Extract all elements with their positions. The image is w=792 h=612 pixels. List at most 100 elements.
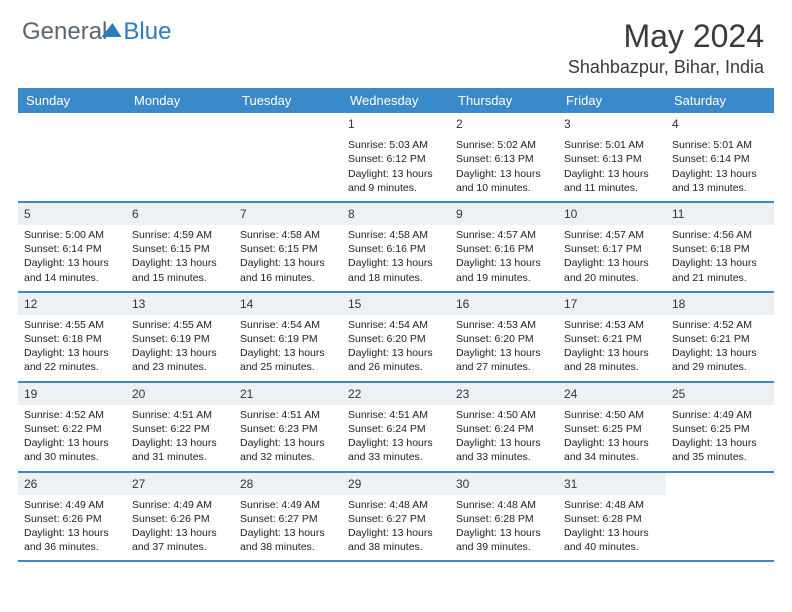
sunset-line: Sunset: 6:12 PM [348,152,444,166]
empty-cell [234,113,342,201]
sunrise-line: Sunrise: 5:03 AM [348,138,444,152]
sunset-line: Sunset: 6:21 PM [564,332,660,346]
day-number: 2 [450,113,558,135]
day-number: 7 [234,203,342,225]
day-number: 24 [558,383,666,405]
sunrise-line: Sunrise: 4:52 AM [672,318,768,332]
day-number: 25 [666,383,774,405]
day-number: 1 [342,113,450,135]
day-cell: 21Sunrise: 4:51 AMSunset: 6:23 PMDayligh… [234,383,342,471]
day-number: 29 [342,473,450,495]
sunset-line: Sunset: 6:16 PM [348,242,444,256]
daylight-line: Daylight: 13 hours and 37 minutes. [132,526,228,554]
empty-cell [126,113,234,201]
sunrise-line: Sunrise: 4:53 AM [456,318,552,332]
daylight-line: Daylight: 13 hours and 19 minutes. [456,256,552,284]
sunset-line: Sunset: 6:28 PM [456,512,552,526]
sunset-line: Sunset: 6:13 PM [456,152,552,166]
day-header-saturday: Saturday [666,88,774,113]
day-number: 16 [450,293,558,315]
day-cell: 16Sunrise: 4:53 AMSunset: 6:20 PMDayligh… [450,293,558,381]
sunrise-line: Sunrise: 4:54 AM [240,318,336,332]
day-number: 14 [234,293,342,315]
day-cell: 19Sunrise: 4:52 AMSunset: 6:22 PMDayligh… [18,383,126,471]
sunrise-line: Sunrise: 5:01 AM [672,138,768,152]
month-title: May 2024 [568,18,764,55]
day-cell: 13Sunrise: 4:55 AMSunset: 6:19 PMDayligh… [126,293,234,381]
logo-triangle-icon [102,23,125,37]
day-number: 4 [666,113,774,135]
sunrise-line: Sunrise: 4:52 AM [24,408,120,422]
sunset-line: Sunset: 6:21 PM [672,332,768,346]
daylight-line: Daylight: 13 hours and 33 minutes. [348,436,444,464]
day-header-friday: Friday [558,88,666,113]
day-header-wednesday: Wednesday [342,88,450,113]
sunrise-line: Sunrise: 4:58 AM [240,228,336,242]
sunset-line: Sunset: 6:18 PM [672,242,768,256]
day-cell: 17Sunrise: 4:53 AMSunset: 6:21 PMDayligh… [558,293,666,381]
day-cell: 22Sunrise: 4:51 AMSunset: 6:24 PMDayligh… [342,383,450,471]
logo-text-general: General [22,18,107,46]
daylight-line: Daylight: 13 hours and 16 minutes. [240,256,336,284]
title-block: May 2024 Shahbazpur, Bihar, India [568,18,764,78]
daylight-line: Daylight: 13 hours and 10 minutes. [456,167,552,195]
daylight-line: Daylight: 13 hours and 9 minutes. [348,167,444,195]
sunset-line: Sunset: 6:19 PM [240,332,336,346]
day-header-tuesday: Tuesday [234,88,342,113]
sunset-line: Sunset: 6:26 PM [132,512,228,526]
header: General Blue May 2024 Shahbazpur, Bihar,… [0,0,792,84]
sunrise-line: Sunrise: 4:49 AM [240,498,336,512]
day-number: 5 [18,203,126,225]
day-number: 11 [666,203,774,225]
calendar: SundayMondayTuesdayWednesdayThursdayFrid… [18,88,774,562]
day-number: 21 [234,383,342,405]
day-number: 9 [450,203,558,225]
day-header-monday: Monday [126,88,234,113]
daylight-line: Daylight: 13 hours and 30 minutes. [24,436,120,464]
day-cell: 26Sunrise: 4:49 AMSunset: 6:26 PMDayligh… [18,473,126,561]
sunrise-line: Sunrise: 4:50 AM [564,408,660,422]
daylight-line: Daylight: 13 hours and 34 minutes. [564,436,660,464]
sunrise-line: Sunrise: 4:49 AM [672,408,768,422]
day-cell: 24Sunrise: 4:50 AMSunset: 6:25 PMDayligh… [558,383,666,471]
day-number: 28 [234,473,342,495]
sunrise-line: Sunrise: 4:50 AM [456,408,552,422]
sunset-line: Sunset: 6:15 PM [132,242,228,256]
daylight-line: Daylight: 13 hours and 27 minutes. [456,346,552,374]
day-number: 15 [342,293,450,315]
sunrise-line: Sunrise: 4:59 AM [132,228,228,242]
sunset-line: Sunset: 6:14 PM [24,242,120,256]
sunset-line: Sunset: 6:13 PM [564,152,660,166]
day-number: 27 [126,473,234,495]
day-cell: 2Sunrise: 5:02 AMSunset: 6:13 PMDaylight… [450,113,558,201]
sunset-line: Sunset: 6:27 PM [240,512,336,526]
logo: General Blue [22,18,171,46]
day-cell: 27 Sunrise: 4:49 AMSunset: 6:26 PMDayligh… [126,473,234,561]
day-cell: 14Sunrise: 4:54 AMSunset: 6:19 PMDayligh… [234,293,342,381]
day-number: 12 [18,293,126,315]
sunrise-line: Sunrise: 4:53 AM [564,318,660,332]
sunset-line: Sunset: 6:27 PM [348,512,444,526]
sunset-line: Sunset: 6:24 PM [348,422,444,436]
daylight-line: Daylight: 13 hours and 33 minutes. [456,436,552,464]
sunrise-line: Sunrise: 4:51 AM [240,408,336,422]
sunrise-line: Sunrise: 5:01 AM [564,138,660,152]
day-cell: 25Sunrise: 4:49 AMSunset: 6:25 PMDayligh… [666,383,774,471]
sunrise-line: Sunrise: 4:57 AM [456,228,552,242]
day-number: 19 [18,383,126,405]
day-number: 30 [450,473,558,495]
sunrise-line: Sunrise: 4:55 AM [24,318,120,332]
day-number: 20 [126,383,234,405]
day-cell: 12Sunrise: 4:55 AMSunset: 6:18 PMDayligh… [18,293,126,381]
sunset-line: Sunset: 6:14 PM [672,152,768,166]
day-number: 26 [18,473,126,495]
day-number: 31 [558,473,666,495]
day-number: 13 [126,293,234,315]
day-cell: 6Sunrise: 4:59 AMSunset: 6:15 PMDaylight… [126,203,234,291]
day-cell: 29Sunrise: 4:48 AMSunset: 6:27 PMDayligh… [342,473,450,561]
day-cell: 1 Sunrise: 5:03 AMSunset: 6:12 PMDaylight… [342,113,450,201]
day-cell: 20Sunrise: 4:51 AMSunset: 6:22 PMDayligh… [126,383,234,471]
day-cell: 10Sunrise: 4:57 AMSunset: 6:17 PMDayligh… [558,203,666,291]
daylight-line: Daylight: 13 hours and 15 minutes. [132,256,228,284]
sunrise-line: Sunrise: 4:49 AM [132,498,228,512]
